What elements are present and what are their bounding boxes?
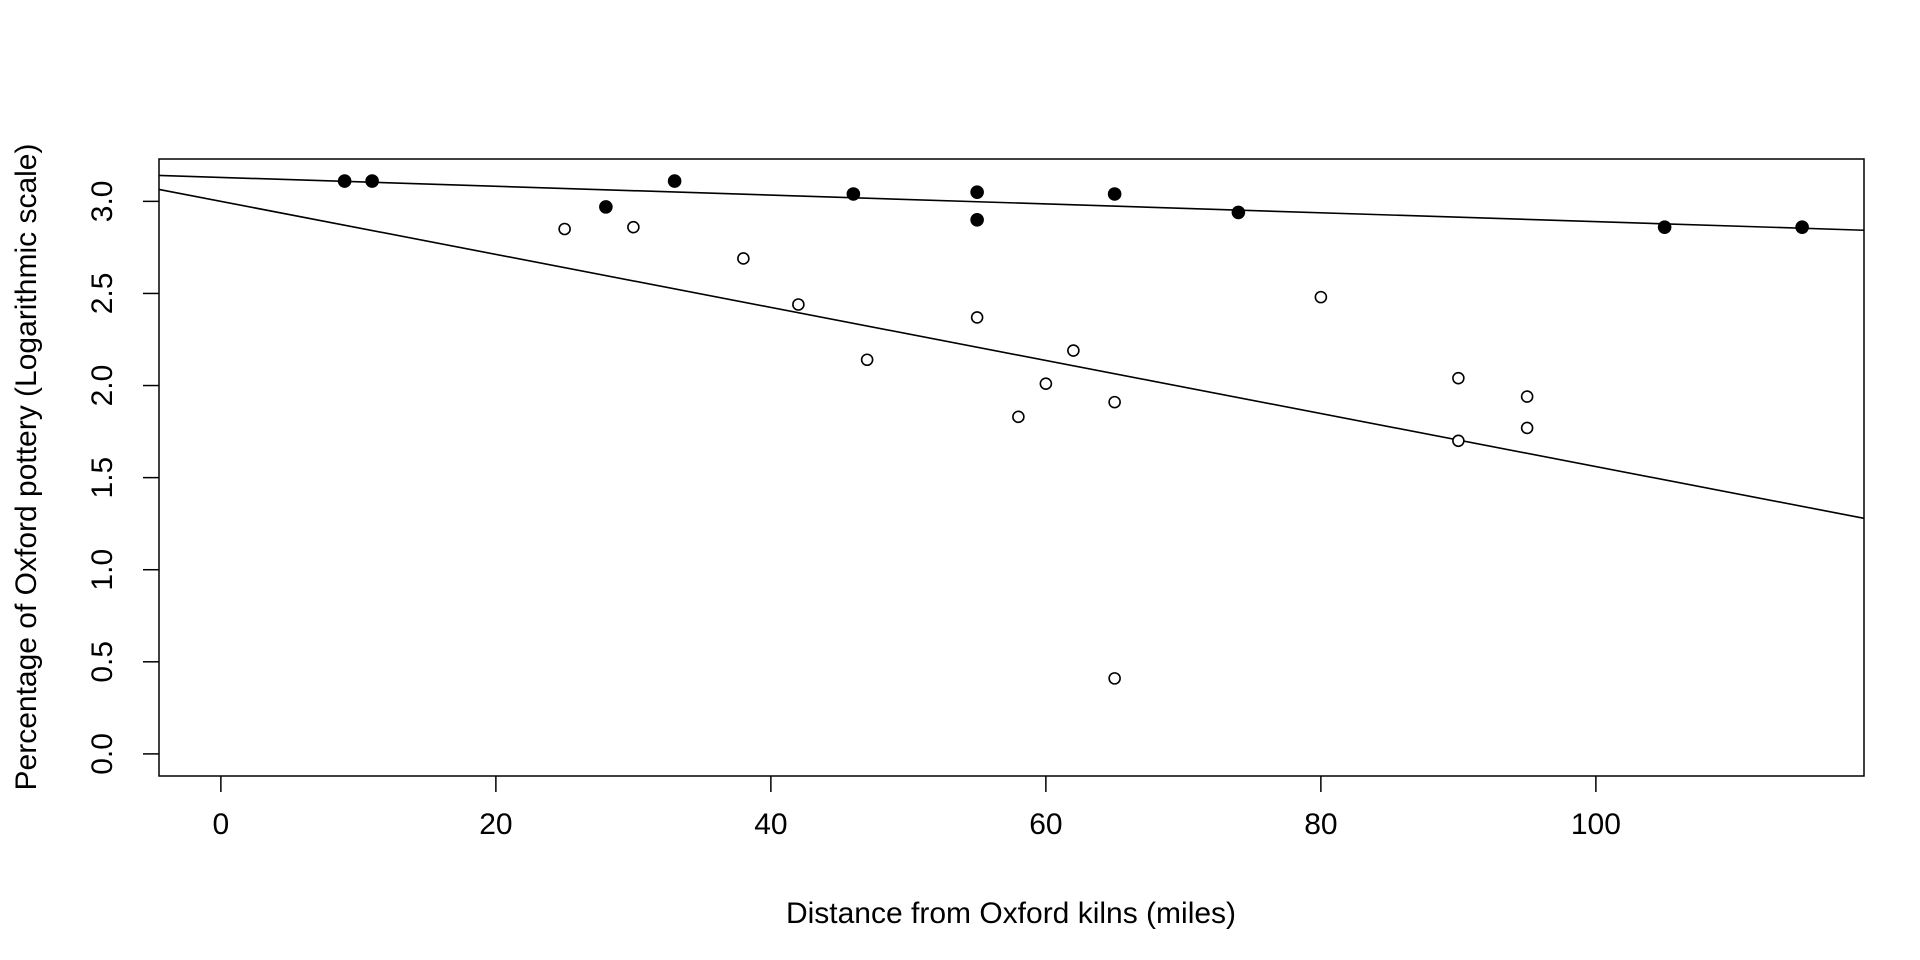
- y-tick-label-7: 3.0: [86, 181, 119, 223]
- filled-point-4: [667, 174, 682, 188]
- open-point-8: [1039, 377, 1053, 390]
- y-tick-label-1: 0.0: [86, 733, 119, 775]
- filled-point-11: [1795, 220, 1809, 234]
- open-point-6: [970, 311, 984, 324]
- open-point-9: [1067, 344, 1080, 357]
- open-point-10: [1108, 395, 1121, 409]
- open-point-15: [1520, 390, 1534, 403]
- y-tick-label-3: 1.0: [86, 549, 119, 591]
- open-point-14: [1452, 434, 1465, 448]
- filled-point-5: [846, 187, 861, 201]
- open-point-11: [1108, 672, 1121, 685]
- y-tick-label-5: 2.0: [86, 365, 119, 407]
- filled-point-2: [365, 174, 379, 188]
- open-point-12: [1314, 290, 1328, 304]
- filled-point-10: [1657, 220, 1672, 234]
- open-point-13: [1452, 371, 1465, 385]
- fit-line-2: [158, 188, 1865, 520]
- fit-lines: [158, 174, 1865, 520]
- y-axis: 0.0 0.5 1.0 1.5 2.0 2.5 3.0: [86, 181, 159, 775]
- x-axis-title: Distance from Oxford kilns (miles): [786, 897, 1236, 930]
- x-axis: 0 20 40 60 80 100: [213, 776, 1621, 841]
- filled-point-8: [1107, 187, 1122, 201]
- y-axis-title: Percentage of Oxford pottery (Logarithmi…: [10, 144, 43, 791]
- open-point-4: [792, 298, 805, 311]
- x-tick-label-5: 80: [1304, 808, 1337, 841]
- fit-line-1: [158, 174, 1865, 232]
- y-tick-label-6: 2.5: [86, 273, 119, 315]
- data-points: [337, 174, 1809, 685]
- filled-point-9: [1231, 205, 1246, 220]
- x-tick-label-6: 100: [1571, 808, 1621, 841]
- x-tick-label-2: 20: [479, 808, 512, 841]
- open-point-16: [1520, 421, 1534, 435]
- open-point-5: [860, 353, 874, 367]
- open-point-7: [1012, 410, 1025, 424]
- open-point-3: [737, 252, 750, 265]
- open-point-2: [627, 220, 640, 234]
- x-tick-label-3: 40: [754, 808, 787, 841]
- filled-point-1: [337, 174, 352, 188]
- y-tick-label-2: 0.5: [86, 641, 119, 683]
- filled-point-7: [970, 212, 984, 227]
- x-tick-label-1: 0: [213, 808, 230, 841]
- filled-point-6: [970, 185, 984, 199]
- filled-point-3: [599, 200, 613, 214]
- plot-frame: [158, 158, 1865, 777]
- open-point-1: [558, 222, 571, 236]
- x-tick-label-4: 60: [1029, 808, 1062, 841]
- y-tick-label-4: 1.5: [86, 457, 119, 499]
